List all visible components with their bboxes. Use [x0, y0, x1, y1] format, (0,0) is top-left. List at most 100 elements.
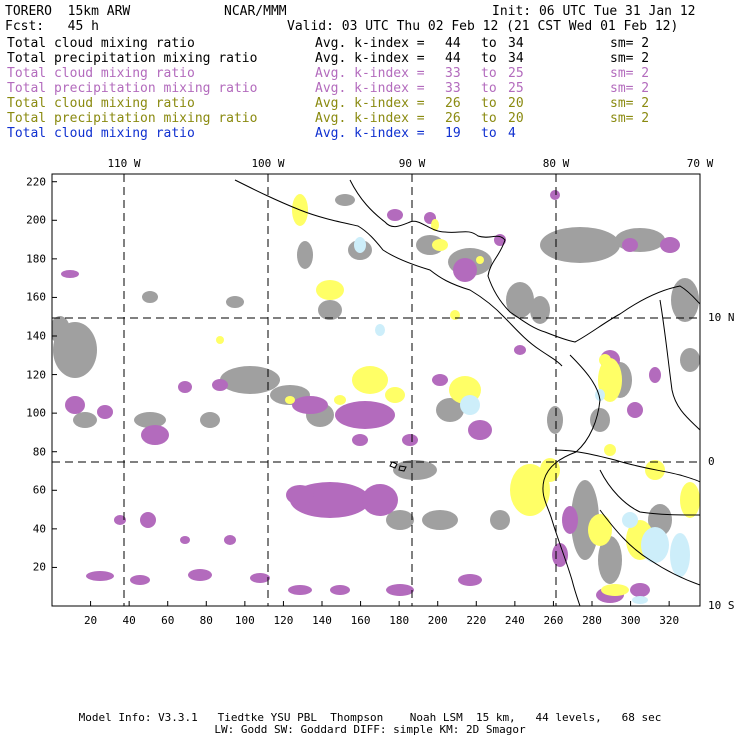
x-tick-label: 140 [312, 614, 332, 627]
purple-cloud-patch [362, 484, 398, 516]
lon-label-100w: 100 W [251, 157, 285, 170]
purple-cloud-patch [330, 585, 350, 595]
purple-cloud-patch [292, 396, 328, 414]
legend-to: to [481, 126, 497, 141]
x-tick-label: 60 [161, 614, 175, 627]
lightblue-cloud-patch [622, 512, 638, 528]
legend-smoothing: sm= 2 [610, 66, 650, 81]
gray-cloud-patch [142, 291, 158, 303]
gray-cloud-patch [590, 408, 610, 432]
galapagos [389, 461, 407, 472]
x-tick-label: 100 [234, 614, 255, 627]
purple-cloud-patch [224, 535, 236, 545]
legend-from: 33 [445, 66, 461, 81]
purple-cloud-patch [562, 506, 578, 534]
purple-cloud-patch [387, 209, 403, 221]
legend-field: Total cloud mixing ratio [7, 126, 195, 141]
x-tick-label: 320 [659, 614, 680, 627]
gray-cloud-patch [393, 460, 437, 480]
legend-to: to [481, 51, 497, 66]
latlon-grid [52, 174, 700, 606]
legend-end: 25 [508, 81, 524, 96]
legend-end: 20 [508, 96, 524, 111]
legend-end: 34 [508, 51, 524, 66]
legend-smoothing: sm= 2 [610, 36, 650, 51]
gray-cloud-patch [436, 398, 464, 422]
y-tick-label: 60 [32, 483, 46, 497]
gray-cloud-patch [386, 510, 414, 530]
legend-avg: Avg. k-index = [315, 96, 425, 111]
yellow-cloud-patch [352, 366, 388, 394]
gray-cloud-patch [220, 366, 280, 394]
legend-from: 44 [445, 51, 461, 66]
legend-avg: Avg. k-index = [315, 81, 425, 96]
y-tick-label: 220 [26, 175, 46, 189]
purple-cloud-patch [352, 434, 368, 446]
x-tick-label: 200 [427, 614, 448, 627]
x-tick-label: 220 [466, 614, 487, 627]
gray-cloud-patch [422, 510, 458, 530]
purple-cloud-patch [114, 515, 126, 525]
yellow-cloud-patch [476, 256, 484, 264]
purple-cloud-patch [97, 405, 113, 419]
lat-label-10n: 10 N [708, 311, 735, 324]
legend-to: to [481, 81, 497, 96]
lon-label-90w: 90 W [398, 157, 426, 170]
gray-cloud-patch [680, 348, 700, 372]
country-border-1 [554, 449, 700, 483]
lon-label-110w: 110 W [107, 157, 141, 170]
yellow-cloud-patch [385, 387, 405, 403]
legend-avg: Avg. k-index = [315, 51, 425, 66]
purple-cloud-patch [180, 536, 190, 544]
center-name: NCAR/MMM [224, 4, 287, 19]
legend-smoothing: sm= 2 [610, 96, 650, 111]
legend-field: Total cloud mixing ratio [7, 66, 195, 81]
lightblue-cloud-patch [354, 237, 366, 253]
yellow-cloud-patch [588, 514, 612, 546]
gray-cloud-patch [547, 406, 563, 434]
gray-cloud-patch [297, 241, 313, 269]
legend-avg: Avg. k-index = [315, 36, 425, 51]
lightblue-cloud-patch [375, 324, 385, 336]
lightblue-cloud-patch [460, 395, 480, 415]
gray-cloud-patch [335, 194, 355, 206]
gray-cloud-patch [598, 536, 622, 584]
x-tick-label: 240 [504, 614, 525, 627]
lightblue-cloud-patch [632, 596, 648, 604]
purple-cloud-patch [550, 190, 560, 200]
yellow-cloud-patch [316, 280, 344, 300]
forecast-hour: Fcst: 45 h [5, 19, 99, 34]
x-tick-label: 300 [620, 614, 641, 627]
y-tick-label: 20 [32, 560, 46, 574]
y-tick-label: 120 [26, 368, 46, 382]
purple-cloud-patch [660, 237, 680, 253]
legend-to: to [481, 111, 497, 126]
lon-label-70w: 70 W [686, 157, 714, 170]
x-tick-label: 260 [543, 614, 564, 627]
purple-cloud-patch [458, 574, 482, 586]
cloud-fields [52, 190, 700, 604]
legend-from: 33 [445, 81, 461, 96]
purple-cloud-patch [514, 345, 526, 355]
legend-from: 26 [445, 96, 461, 111]
purple-cloud-patch [630, 583, 650, 597]
purple-cloud-patch [61, 270, 79, 278]
y-tick-label: 140 [26, 329, 46, 343]
purple-cloud-patch [622, 238, 638, 252]
purple-cloud-patch [178, 381, 192, 393]
y-tick-label: 100 [26, 406, 46, 420]
purple-cloud-patch [250, 573, 270, 583]
gray-cloud-patch [318, 300, 342, 320]
y-tick-label: 200 [26, 213, 46, 227]
legend-to: to [481, 36, 497, 51]
yellow-cloud-patch [599, 354, 611, 366]
purple-cloud-patch [432, 374, 448, 386]
legend-smoothing: sm= 2 [610, 51, 650, 66]
country-border-4 [599, 509, 700, 586]
purple-cloud-patch [65, 396, 85, 414]
gray-cloud-patch [671, 278, 699, 322]
model-info-line1: Model Info: V3.3.1 Tiedtke YSU PBL Thomp… [78, 711, 662, 724]
lightblue-cloud-patch [670, 533, 690, 577]
legend-to: to [481, 96, 497, 111]
